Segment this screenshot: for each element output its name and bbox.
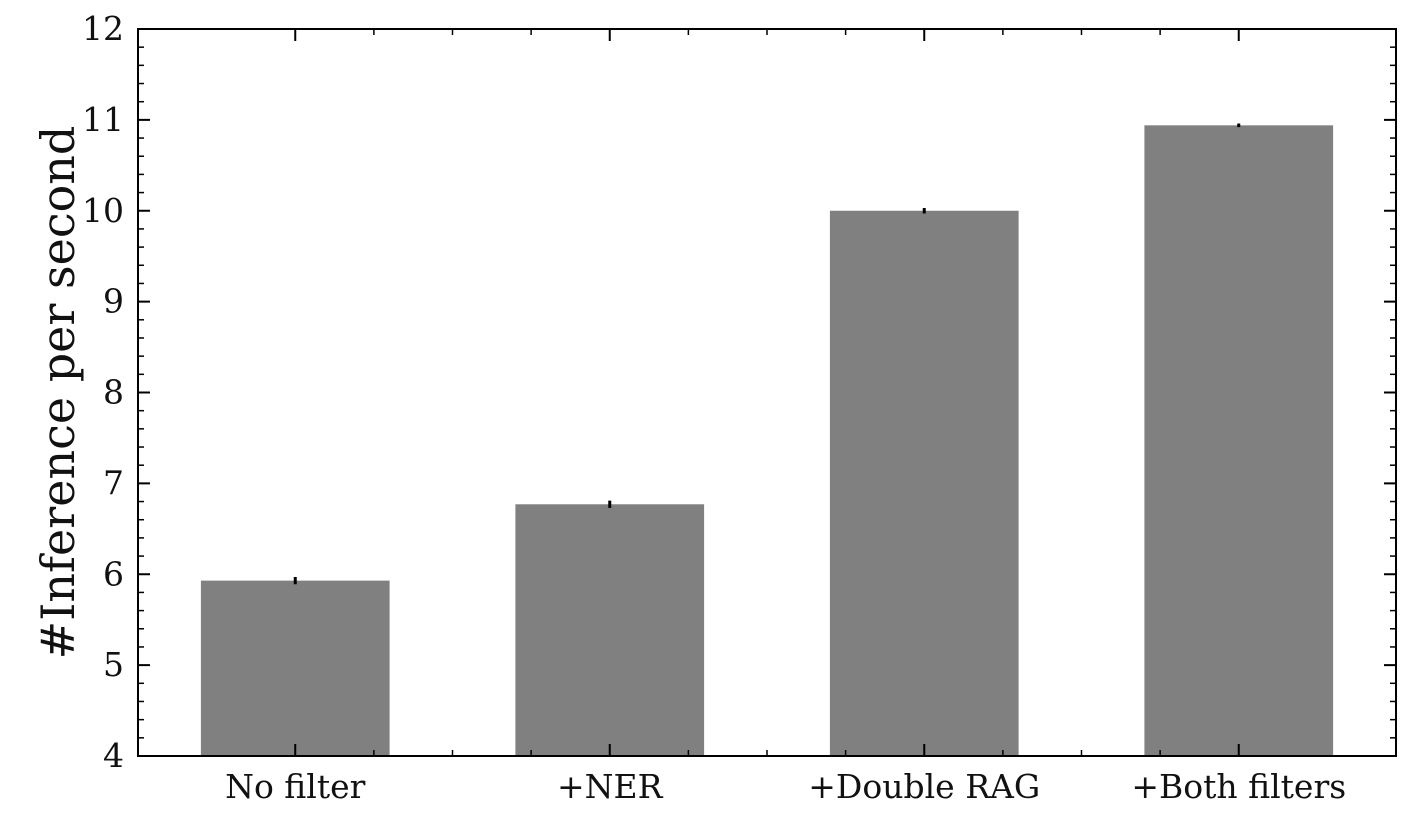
y-tick-label: 6 bbox=[103, 554, 124, 593]
y-tick-label: 5 bbox=[103, 645, 124, 684]
x-tick-label: +NER bbox=[557, 767, 664, 806]
bar-3 bbox=[1144, 125, 1334, 756]
y-axis-label: #Inference per second bbox=[31, 126, 85, 660]
x-tick-label: +Both filters bbox=[1131, 767, 1346, 806]
bar-1 bbox=[515, 504, 705, 756]
bars-layer bbox=[200, 125, 1334, 756]
y-tick-label: 7 bbox=[103, 463, 124, 502]
plot-frame bbox=[137, 28, 1397, 757]
y-tick-label: 11 bbox=[82, 100, 124, 139]
error-bars-layer bbox=[293, 123, 1241, 585]
y-tick-labels: 4 5 6 7 8 9 10 11 12 bbox=[82, 9, 124, 775]
x-tick-label: +Double RAG bbox=[808, 767, 1040, 806]
x-tick-label: No filter bbox=[225, 767, 366, 806]
y-tick-label: 4 bbox=[103, 736, 124, 775]
y-tick-label: 10 bbox=[82, 191, 124, 230]
y-tick-label: 12 bbox=[82, 9, 124, 48]
bar-2 bbox=[829, 210, 1019, 756]
bar-0 bbox=[200, 580, 390, 756]
x-tick-labels: No filter +NER +Double RAG +Both filters bbox=[225, 767, 1346, 806]
y-tick-label: 8 bbox=[103, 373, 124, 412]
y-tick-label: 9 bbox=[103, 282, 124, 321]
